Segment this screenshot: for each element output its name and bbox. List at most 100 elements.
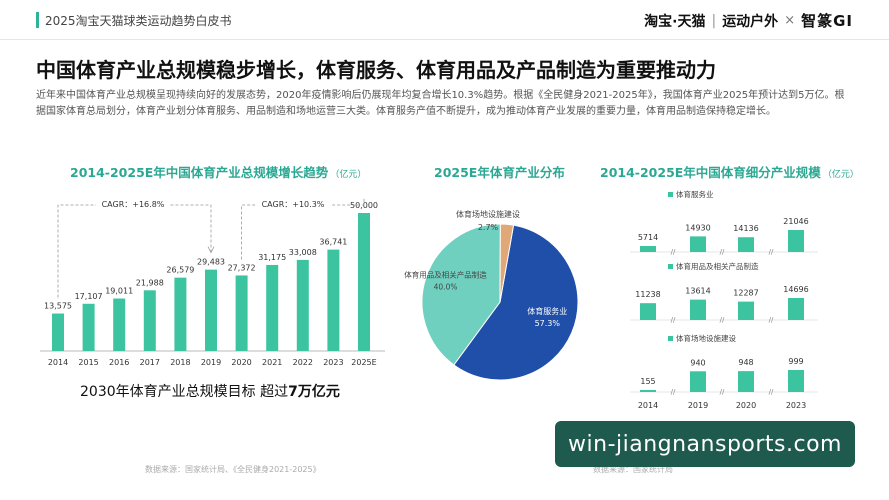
chart2-slice-name: 体育服务业 bbox=[527, 306, 567, 316]
chart3-bar bbox=[640, 246, 656, 252]
chart1-cagr-label: CAGR：+16.8% bbox=[102, 200, 165, 209]
report-title: 2025淘宝天猫球类运动趋势白皮书 bbox=[45, 14, 232, 28]
chart3-tick-label: 2023 bbox=[786, 401, 806, 410]
brand-taobao-logo: 淘宝·天猫 bbox=[644, 13, 706, 30]
chart3-data-label: 940 bbox=[690, 358, 705, 367]
chart3-bar bbox=[788, 370, 804, 392]
chart3-axis-break-mark: // bbox=[769, 248, 774, 256]
chart1-data-label: 29,483 bbox=[197, 258, 225, 267]
chart2-title: 2025E年体育产业分布 bbox=[434, 165, 565, 180]
chart2-slice-name: 体育用品及相关产品制造 bbox=[404, 269, 487, 279]
chart3-data-label: 11238 bbox=[635, 290, 660, 299]
chart1-cagr-label-bg bbox=[256, 197, 330, 211]
chart1-total-scale: 13,575 2014 17,107 2015 19,011 2016 21,988 2017… bbox=[40, 197, 385, 367]
chart3-tick-label: 2020 bbox=[736, 401, 756, 410]
watermark-badge: win-jiangnansports.com bbox=[555, 421, 855, 467]
chart3-series-name: 体育服务业 bbox=[676, 190, 714, 199]
chart3-bar bbox=[690, 299, 706, 320]
chart2-slice-name: 体育场地设施建设 bbox=[456, 209, 520, 219]
chart3-axis-break-mark: // bbox=[671, 316, 676, 324]
chart1-bar bbox=[266, 264, 279, 351]
chart3-bar bbox=[738, 371, 754, 392]
chart3-data-label: 14136 bbox=[733, 224, 758, 233]
chart1-bar bbox=[174, 277, 187, 351]
chart3-data-label: 12287 bbox=[733, 289, 758, 298]
chart3-bar bbox=[640, 390, 656, 392]
chart2-slice-value: 57.3% bbox=[535, 319, 561, 328]
brand-cross-icon: × bbox=[784, 13, 796, 28]
title-accent-bar bbox=[36, 12, 39, 28]
chart1-data-label: 21,988 bbox=[136, 278, 164, 287]
chart3-axis-break-mark: // bbox=[720, 388, 725, 396]
chart3-data-label: 14930 bbox=[685, 223, 710, 232]
chart1-data-label: 33,008 bbox=[289, 248, 317, 257]
chart1-bar bbox=[235, 275, 248, 351]
chart1-data-label: 27,372 bbox=[228, 263, 256, 272]
chart3-bar bbox=[690, 236, 706, 252]
chart3-tick-label: 2014 bbox=[638, 401, 658, 410]
chart3-data-label: 948 bbox=[738, 358, 753, 367]
chart2-pie-slice bbox=[453, 224, 579, 381]
chart1-cagr-arrow-icon bbox=[207, 246, 215, 254]
chart2-slice-value: 40.0% bbox=[434, 282, 458, 291]
chart1-tick-label: 2017 bbox=[140, 358, 160, 367]
chart3-legend-swatch bbox=[668, 264, 673, 269]
chart3-bar bbox=[738, 301, 754, 320]
chart2-pie: 体育服务业 57.3% 体育用品及相关产品制造 40.0% 体育场地设施建设 2.7% bbox=[404, 209, 579, 381]
chart1-title-text: 2014-2025E年中国体育产业总规模增长趋势 bbox=[70, 165, 329, 180]
chart1-unit: （亿元） bbox=[330, 170, 367, 180]
goal-prefix: 2030年体育产业总规模目标 超过 bbox=[80, 384, 289, 400]
chart3-legend-swatch bbox=[668, 336, 673, 341]
chart1-cagr-bracket bbox=[57, 204, 212, 298]
chart1-bar bbox=[113, 298, 126, 351]
chart3-bar bbox=[738, 237, 754, 252]
chart3-bar bbox=[690, 371, 706, 392]
chart3-data-label: 155 bbox=[640, 377, 655, 386]
chart1-data-label: 26,579 bbox=[166, 266, 194, 275]
chart3-series-name: 体育场地设施建设 bbox=[676, 333, 736, 343]
brand-channel: 运动户外 bbox=[722, 13, 779, 30]
chart3-legend-swatch bbox=[668, 192, 673, 197]
top-bar: 2025淘宝天猫球类运动趋势白皮书 淘宝·天猫 | 运动户外 × 智篆GI bbox=[0, 0, 889, 40]
chart3-segment-scale: 体育服务业571414930//14136//21046//体育用品及相关产品制… bbox=[630, 190, 818, 410]
chart1-tick-label: 2019 bbox=[201, 358, 221, 367]
chart1-data-label: 13,575 bbox=[44, 302, 72, 311]
intro-paragraph: 近年来中国体育产业总规模呈现持续向好的发展态势，2020年疫情影响后仍展现年均复… bbox=[36, 90, 845, 117]
chart3-data-label: 5714 bbox=[638, 233, 658, 242]
goal-emphasis: 7万亿元 bbox=[288, 384, 340, 400]
chart1-tick-label: 2022 bbox=[293, 358, 313, 367]
chart1-title: 2014-2025E年中国体育产业总规模增长趋势 （亿元） bbox=[70, 162, 366, 181]
chart3-axis-break-mark: // bbox=[720, 316, 725, 324]
chart1-tick-label: 2015 bbox=[78, 358, 98, 367]
chart1-tick-label: 2025E bbox=[351, 358, 376, 367]
chart3-axis-break-mark: // bbox=[769, 316, 774, 324]
page-headline: 中国体育产业总规模稳步增长，体育服务、体育用品及产品制造为重要推动力 bbox=[36, 58, 716, 82]
chart2-pie-slice bbox=[499, 223, 515, 303]
chart1-bar bbox=[358, 213, 370, 351]
chart3-unit: （亿元） bbox=[822, 170, 859, 180]
chart3-axis-break-mark: // bbox=[671, 388, 676, 396]
goal-statement: 2030年体育产业总规模目标 超过7万亿元 bbox=[80, 381, 340, 401]
chart1-tick-label: 2020 bbox=[231, 358, 251, 367]
chart3-data-label: 999 bbox=[788, 357, 803, 366]
chart3-axis-break-mark: // bbox=[720, 248, 725, 256]
chart1-source: 数据来源：国家统计局、《全民健身2021-2025》 bbox=[145, 465, 321, 474]
chart1-bar bbox=[82, 303, 95, 351]
chart3-axis-break-mark: // bbox=[769, 388, 774, 396]
chart2-pie-slice bbox=[421, 223, 501, 366]
chart3-bar bbox=[788, 298, 804, 320]
chart1-bar bbox=[143, 290, 156, 351]
chart1-tick-label: 2014 bbox=[48, 358, 68, 367]
chart3-data-label: 21046 bbox=[783, 217, 808, 226]
chart3-tick-label: 2019 bbox=[688, 401, 708, 410]
chart1-bar bbox=[205, 269, 217, 351]
chart1-data-label: 50,000 bbox=[350, 201, 378, 210]
chart1-bar bbox=[327, 249, 340, 351]
chart1-tick-label: 2023 bbox=[323, 358, 343, 367]
chart1-tick-label: 2018 bbox=[170, 358, 190, 367]
chart1-tick-label: 2016 bbox=[109, 358, 129, 367]
chart3-bar bbox=[640, 303, 656, 320]
chart3-title: 2014-2025E年中国体育细分产业规模 （亿元） bbox=[600, 162, 859, 181]
chart3-data-label: 13614 bbox=[685, 287, 710, 296]
chart3-data-label: 14696 bbox=[783, 285, 808, 294]
